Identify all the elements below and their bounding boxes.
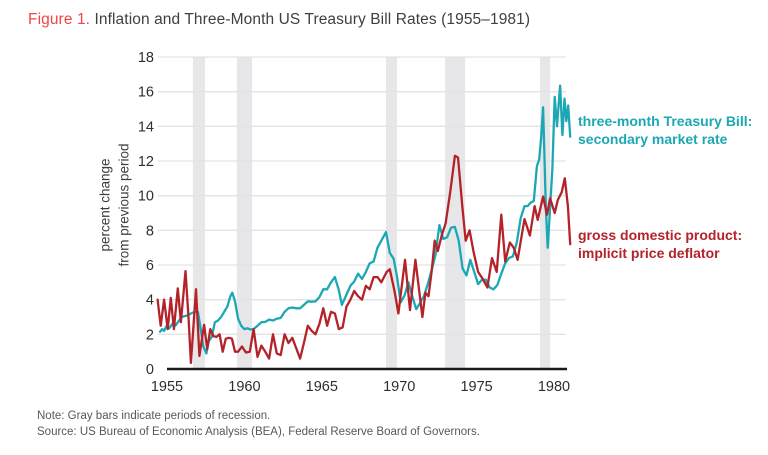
- y-tick-label: 4: [146, 293, 154, 309]
- legend-treasury-bill-line2: secondary market rate: [578, 131, 728, 147]
- x-tick-label: 1965: [306, 379, 338, 395]
- y-tick-label: 2: [146, 327, 154, 343]
- recession-band: [445, 57, 466, 369]
- figure-title: Figure 1. Inflation and Three-Month US T…: [28, 11, 530, 29]
- legend-gdp-deflator-line2: implicit price deflator: [578, 245, 720, 261]
- recession-band: [236, 57, 253, 369]
- x-tick-label: 1980: [538, 379, 570, 395]
- legend-gdp-deflator: gross domestic product: implicit price d…: [578, 226, 742, 262]
- series-line-gdp-deflator: [156, 154, 572, 365]
- y-tick-label: 14: [138, 119, 154, 135]
- y-tick-label: 12: [138, 154, 154, 170]
- y-tick-label: 18: [138, 50, 154, 66]
- legend-treasury-bill-line1: three-month Treasury Bill:: [578, 113, 753, 129]
- legend-gdp-deflator-line1: gross domestic product:: [578, 227, 743, 243]
- x-tick-label: 1960: [228, 379, 260, 395]
- x-tick-label: 1975: [460, 379, 492, 395]
- y-tick-label: 0: [146, 362, 154, 378]
- legend-treasury-bill: three-month Treasury Bill: secondary mar…: [578, 112, 752, 148]
- figure-title-text: Inflation and Three-Month US Treasury Bi…: [90, 11, 531, 28]
- x-tick-label: 1970: [383, 379, 415, 395]
- series-line-treasury-bill: [158, 84, 572, 355]
- note-text: Note: Gray bars indicate periods of rece…: [37, 410, 271, 422]
- figure-title-prefix: Figure 1.: [28, 11, 91, 28]
- x-tick-label: 1955: [151, 379, 183, 395]
- y-tick-label: 16: [138, 85, 154, 101]
- recession-band: [386, 57, 397, 369]
- y-tick-label: 10: [138, 189, 154, 205]
- y-tick-label: 8: [146, 223, 154, 239]
- source-text: Source: US Bureau of Economic Analysis (…: [37, 426, 480, 438]
- y-tick-label: 6: [146, 258, 154, 274]
